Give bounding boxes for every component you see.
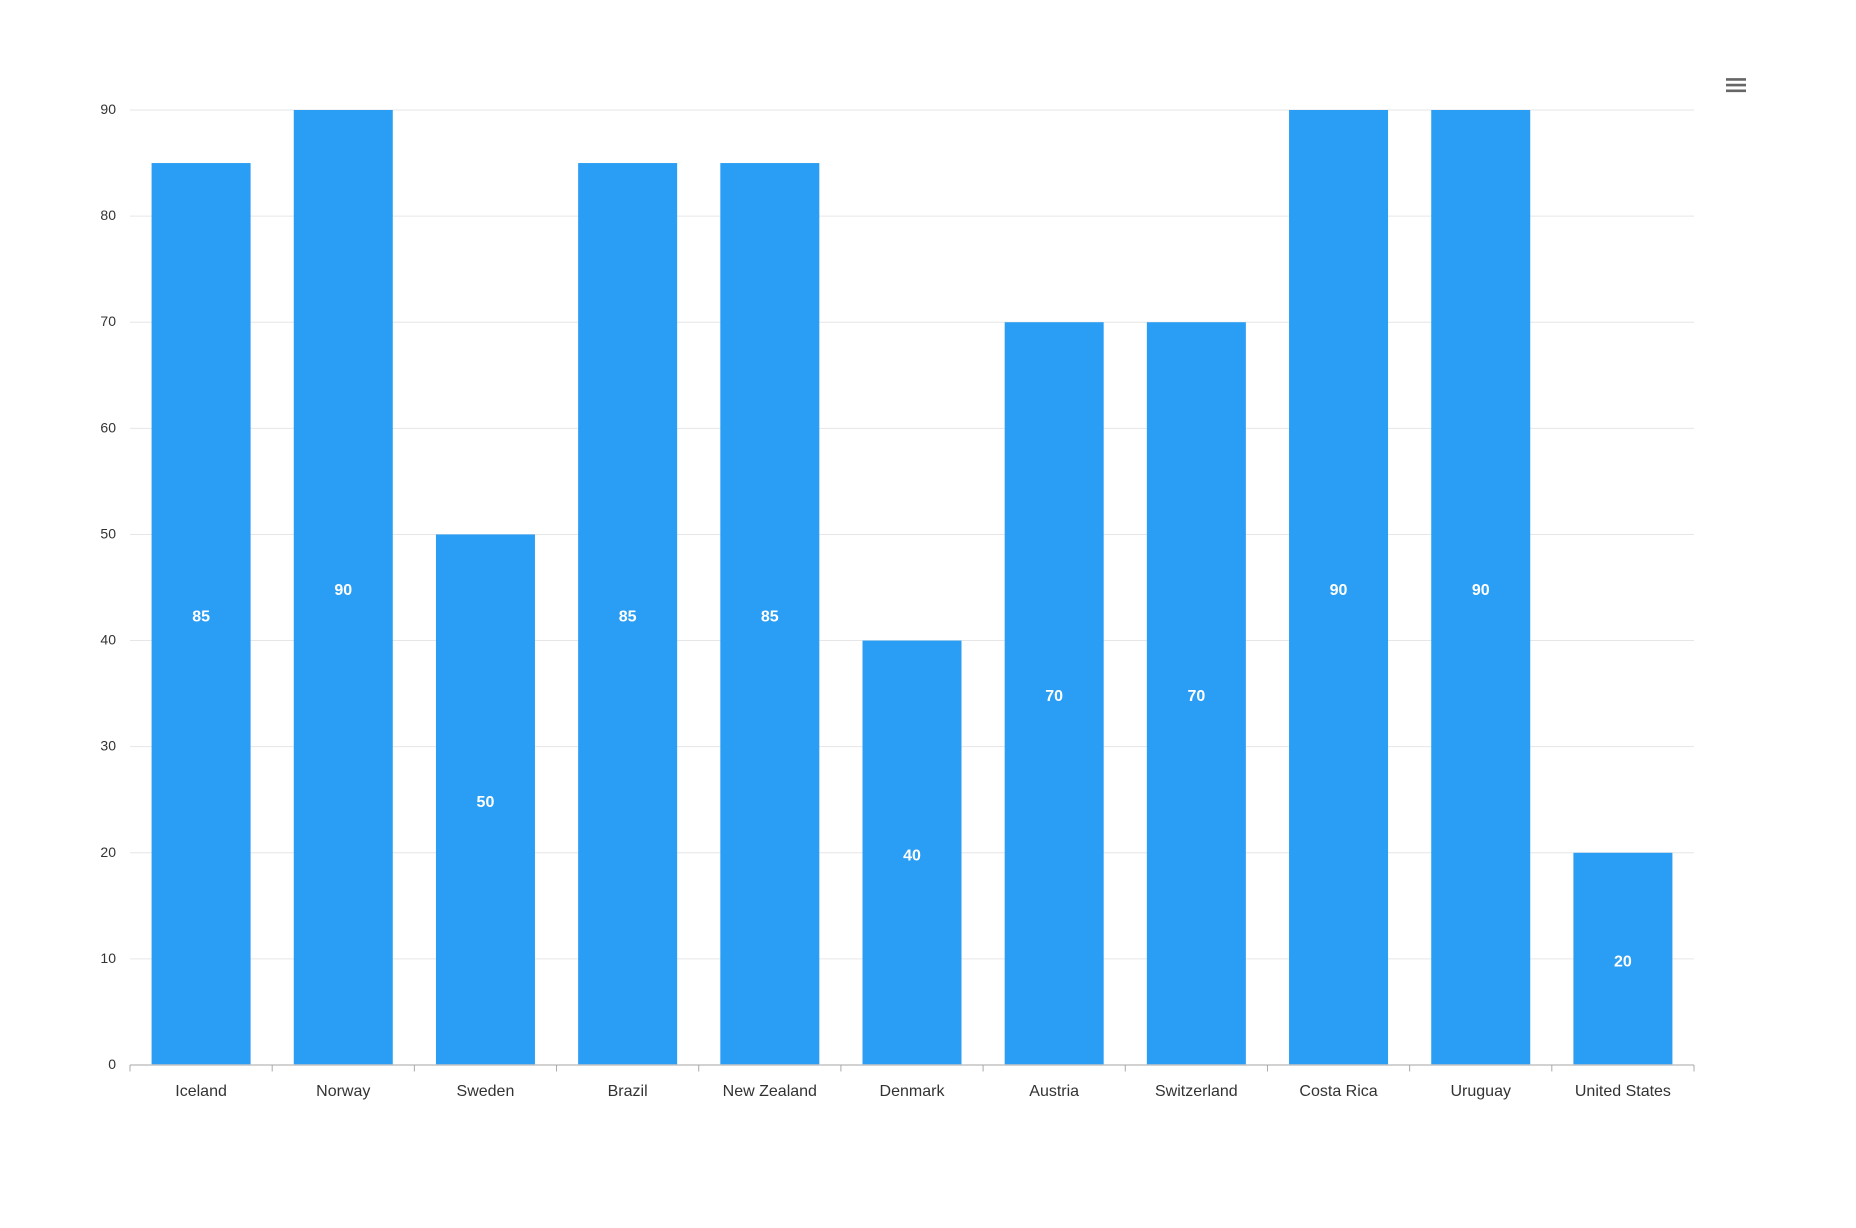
svg-text:10: 10 <box>100 950 116 966</box>
svg-text:60: 60 <box>100 419 116 435</box>
svg-text:New Zealand: New Zealand <box>723 1083 817 1100</box>
svg-text:85: 85 <box>619 609 637 626</box>
svg-text:Norway: Norway <box>316 1083 370 1100</box>
svg-text:40: 40 <box>903 847 921 864</box>
svg-text:85: 85 <box>761 609 779 626</box>
svg-text:Costa Rica: Costa Rica <box>1299 1083 1377 1100</box>
svg-text:90: 90 <box>100 101 116 117</box>
svg-text:Switzerland: Switzerland <box>1155 1083 1238 1100</box>
svg-text:20: 20 <box>1614 953 1632 970</box>
svg-text:70: 70 <box>1045 688 1063 705</box>
svg-text:40: 40 <box>100 632 116 648</box>
svg-text:Iceland: Iceland <box>175 1083 227 1100</box>
svg-text:50: 50 <box>100 525 116 541</box>
svg-text:United States: United States <box>1575 1083 1671 1100</box>
svg-text:30: 30 <box>100 738 116 754</box>
svg-text:Denmark: Denmark <box>880 1083 946 1100</box>
svg-text:85: 85 <box>192 609 210 626</box>
svg-text:90: 90 <box>1330 582 1348 599</box>
svg-text:Brazil: Brazil <box>608 1083 648 1100</box>
svg-text:90: 90 <box>334 582 352 599</box>
svg-text:Austria: Austria <box>1029 1083 1079 1100</box>
svg-text:80: 80 <box>100 207 116 223</box>
svg-text:Sweden: Sweden <box>457 1083 515 1100</box>
svg-text:Uruguay: Uruguay <box>1450 1083 1510 1100</box>
svg-text:0: 0 <box>108 1056 116 1072</box>
svg-text:70: 70 <box>1187 688 1205 705</box>
svg-text:20: 20 <box>100 844 116 860</box>
svg-text:50: 50 <box>477 794 495 811</box>
svg-text:90: 90 <box>1472 582 1490 599</box>
svg-text:70: 70 <box>100 313 116 329</box>
